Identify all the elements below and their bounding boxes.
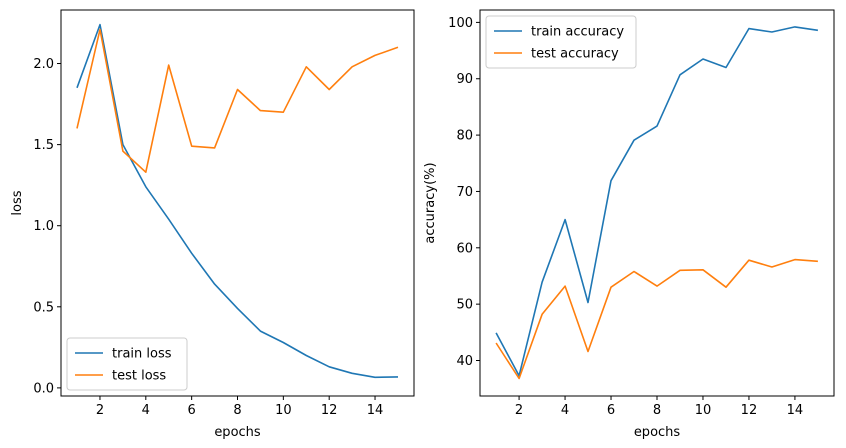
y-tick-label: 40 bbox=[456, 354, 473, 369]
y-tick-label: 50 bbox=[456, 298, 473, 313]
x-tick-label: 8 bbox=[233, 403, 241, 418]
x-tick-label: 10 bbox=[275, 403, 292, 418]
x-axis-label: epochs bbox=[214, 425, 261, 440]
x-tick-label: 2 bbox=[515, 403, 523, 418]
x-tick-label: 2 bbox=[96, 403, 104, 418]
x-axis-label: epochs bbox=[634, 425, 681, 440]
y-tick-label: 60 bbox=[456, 241, 473, 256]
y-tick-label: 100 bbox=[448, 16, 473, 31]
legend-label: train accuracy bbox=[531, 25, 624, 40]
legend-label: train loss bbox=[112, 347, 172, 362]
x-tick-label: 6 bbox=[607, 403, 615, 418]
accuracy-plot: 2 4 6 8 10 12 14 40 50 60 70 80 90 100 epochs accuracy(… bbox=[423, 9, 835, 440]
y-tick-label: 0.0 bbox=[33, 381, 54, 396]
loss-plot: 2 4 6 8 10 12 14 0.0 0.5 1.0 1.5 2.0 epochs loss train… bbox=[10, 9, 415, 440]
y-axis-label: accuracy(%) bbox=[423, 162, 438, 243]
y-tick-label: 80 bbox=[456, 129, 473, 144]
legend: train accuracy test accuracy bbox=[485, 15, 637, 69]
series-line-0 bbox=[76, 23, 399, 379]
y-tick-label: 0.5 bbox=[33, 300, 54, 315]
legend-box bbox=[66, 337, 188, 391]
y-tick-label: 70 bbox=[456, 185, 473, 200]
x-tick-label: 10 bbox=[695, 403, 712, 418]
legend-label: test accuracy bbox=[531, 47, 619, 62]
x-tick-label: 14 bbox=[787, 403, 804, 418]
series-line-1 bbox=[76, 28, 399, 173]
y-axis-label: loss bbox=[10, 190, 25, 215]
series-line-1 bbox=[495, 258, 818, 380]
x-tick-label: 14 bbox=[367, 403, 384, 418]
y-tick-label: 2.0 bbox=[33, 57, 54, 72]
legend: train loss test loss bbox=[66, 337, 188, 391]
x-tick-label: 6 bbox=[188, 403, 196, 418]
legend-box bbox=[485, 15, 637, 69]
x-tick-label: 4 bbox=[142, 403, 150, 418]
x-tick-label: 12 bbox=[321, 403, 338, 418]
x-tick-label: 4 bbox=[561, 403, 569, 418]
y-tick-label: 1.5 bbox=[33, 138, 54, 153]
y-tick-label: 1.0 bbox=[33, 219, 54, 234]
legend-label: test loss bbox=[112, 369, 166, 384]
series-line-0 bbox=[495, 26, 819, 377]
x-tick-label: 12 bbox=[741, 403, 758, 418]
y-tick-label: 90 bbox=[456, 72, 473, 87]
x-tick-label: 8 bbox=[653, 403, 661, 418]
